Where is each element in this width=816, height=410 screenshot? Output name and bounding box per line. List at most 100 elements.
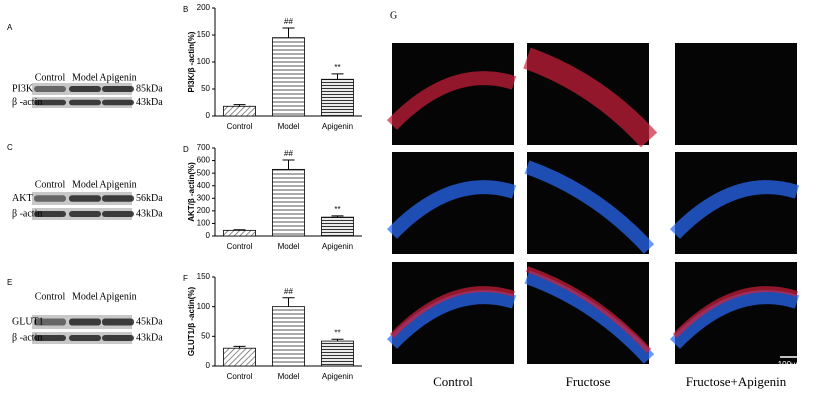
significance-label: ** [334,328,340,337]
error-bar [233,229,246,231]
x-tick-label: Control [227,242,253,251]
bar [321,216,354,237]
blot-band [102,195,134,202]
lane-label: Apigenin [99,291,136,302]
lane-label: Control [35,179,66,190]
size-label: 85kDa [136,83,163,94]
micrograph [675,43,797,145]
blot-band [34,99,66,106]
y-axis-label: PI3K/β -actin(%) [187,31,196,92]
significance-label: ## [284,149,293,158]
blot-band [34,211,66,217]
y-tick-label: 100 [197,302,211,311]
x-tick-label: Control [227,122,253,131]
panel-letter: G [390,10,397,21]
bar [272,306,305,367]
x-tick-label: Apigenin [322,372,353,381]
y-tick-label: 200 [197,3,211,12]
bar [223,105,256,117]
blot-band [69,99,101,106]
tissue-signal [386,71,517,130]
panel-letter: E [7,278,12,287]
blot-band [69,211,101,217]
tissue-signal [386,180,517,239]
size-label: 43kDa [136,332,163,343]
column-caption: Fructose [566,374,611,389]
significance-label: ** [334,63,340,72]
panel-letter: C [7,143,13,152]
bar [223,229,256,237]
y-tick-label: 50 [201,84,210,93]
y-tick-label: 200 [197,206,211,215]
blot-band [102,335,134,341]
blot-band [69,195,101,202]
row-label: GLUT1 [12,316,44,327]
y-tick-label: 300 [197,193,211,202]
lane-label: Apigenin [99,72,136,83]
y-tick-label: 100 [197,57,211,66]
y-tick-label: 700 [197,143,211,152]
y-tick-label: 0 [206,231,211,240]
column-caption: Fructose+Apigenin [686,374,787,389]
significance-label: ** [334,205,340,214]
bar [272,168,305,237]
blot-band [34,318,66,326]
lane-label: Control [35,291,66,302]
blot-band [102,318,134,326]
blot-band [102,211,134,217]
size-label: 43kDa [136,208,163,219]
error-bar [282,27,295,38]
size-label: 45kDa [136,316,163,327]
x-tick-label: Apigenin [322,122,353,131]
bar [321,78,354,117]
y-axis-label: AKT/β -actin(%) [187,162,196,222]
x-tick-label: Control [227,372,253,381]
error-bar [331,338,344,342]
tissue-signal [524,270,655,364]
y-tick-label: 150 [197,272,211,281]
lane-label: Control [35,72,66,83]
significance-label: ## [284,17,293,26]
lane-label: Model [72,179,98,190]
blot-band [102,99,134,106]
y-tick-label: 500 [197,168,211,177]
y-tick-label: 0 [206,361,211,370]
error-bar [282,297,295,307]
row-label: PI3K [12,83,34,94]
panel-letter: B [183,5,188,14]
panel-letter: F [183,274,188,283]
lane-label: Model [72,291,98,302]
error-bar [233,104,246,107]
y-tick-label: 0 [206,111,211,120]
blot-band [69,318,101,326]
blot-band [34,195,66,202]
tissue-signal [389,286,515,339]
x-tick-label: Apigenin [322,242,353,251]
blot-band [69,335,101,341]
tissue-signal [524,160,655,254]
scale-bar-label: 100μm [778,360,803,369]
y-tick-label: 150 [197,30,211,39]
tissue-signal [669,180,800,239]
blot-band [34,86,66,92]
panel-letter: D [183,145,189,154]
y-tick-label: 400 [197,181,211,190]
y-tick-label: 50 [201,331,210,340]
micrograph [675,262,797,364]
bar [223,347,256,367]
tissue-signal [525,266,652,354]
tissue-signal [669,290,800,349]
error-bar [233,345,246,349]
y-tick-label: 600 [197,156,211,165]
micrograph [392,152,514,254]
y-tick-label: 100 [197,219,211,228]
size-label: 43kDa [136,97,163,108]
lane-label: Model [72,72,98,83]
blot-band [34,335,66,341]
error-bar [331,73,344,80]
row-label: β -actin [12,332,42,343]
error-bar [331,215,344,218]
row-label: AKT [12,193,33,204]
row-label: β -actin [12,97,42,108]
